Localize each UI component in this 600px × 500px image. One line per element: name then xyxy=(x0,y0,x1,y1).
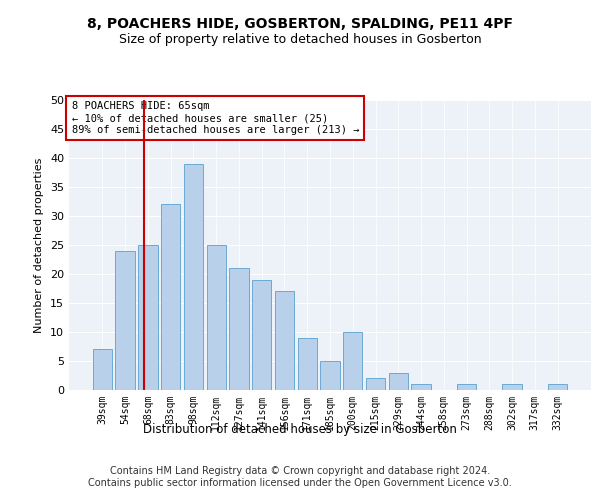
Bar xyxy=(366,378,385,390)
Text: Size of property relative to detached houses in Gosberton: Size of property relative to detached ho… xyxy=(119,32,481,46)
Bar xyxy=(457,384,476,390)
Bar xyxy=(548,384,567,390)
Text: 8 POACHERS HIDE: 65sqm
← 10% of detached houses are smaller (25)
89% of semi-det: 8 POACHERS HIDE: 65sqm ← 10% of detached… xyxy=(71,102,359,134)
Bar xyxy=(93,350,112,390)
Y-axis label: Number of detached properties: Number of detached properties xyxy=(34,158,44,332)
Bar xyxy=(206,245,226,390)
Bar xyxy=(252,280,271,390)
Bar xyxy=(184,164,203,390)
Bar xyxy=(502,384,522,390)
Bar xyxy=(229,268,248,390)
Bar xyxy=(320,361,340,390)
Bar xyxy=(343,332,362,390)
Bar xyxy=(298,338,317,390)
Text: Contains HM Land Registry data © Crown copyright and database right 2024.
Contai: Contains HM Land Registry data © Crown c… xyxy=(88,466,512,487)
Bar xyxy=(389,372,408,390)
Bar xyxy=(275,292,294,390)
Bar xyxy=(115,251,135,390)
Bar xyxy=(412,384,431,390)
Bar xyxy=(161,204,181,390)
Bar xyxy=(138,245,158,390)
Text: Distribution of detached houses by size in Gosberton: Distribution of detached houses by size … xyxy=(143,422,457,436)
Text: 8, POACHERS HIDE, GOSBERTON, SPALDING, PE11 4PF: 8, POACHERS HIDE, GOSBERTON, SPALDING, P… xyxy=(87,18,513,32)
